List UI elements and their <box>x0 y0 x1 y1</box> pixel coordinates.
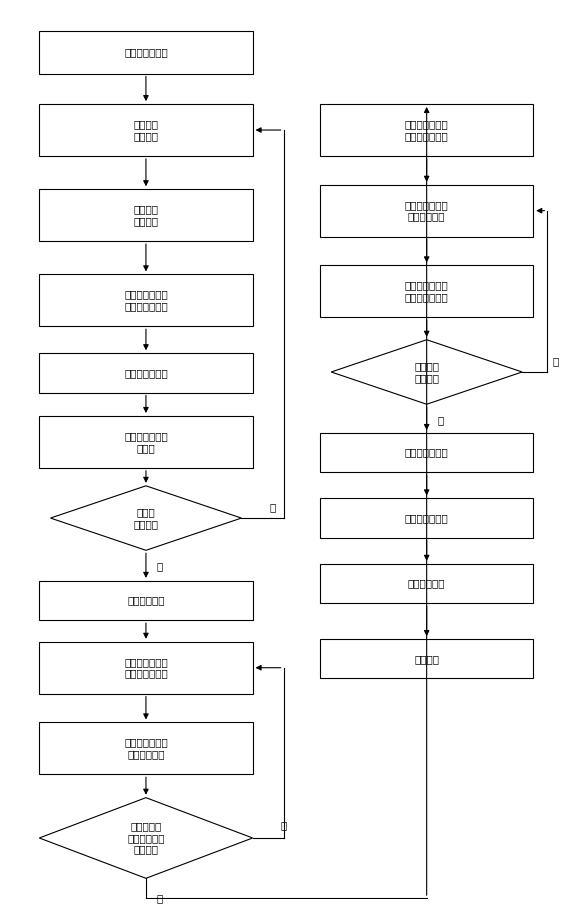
Text: 关闭第二开关阀
打开第三开关阀: 关闭第二开关阀 打开第三开关阀 <box>124 657 168 679</box>
Text: 液压基站
控制单元: 液压基站 控制单元 <box>133 205 158 226</box>
Text: 否: 否 <box>553 356 559 366</box>
Bar <box>39 416 253 467</box>
Polygon shape <box>331 340 522 404</box>
Bar <box>39 581 253 621</box>
Text: 是: 是 <box>438 415 444 426</box>
Bar <box>320 639 534 679</box>
Text: 否: 否 <box>280 821 287 831</box>
Bar <box>320 104 534 156</box>
Bar <box>320 564 534 603</box>
Bar <box>39 189 253 241</box>
Text: 关闭第二开关阀: 关闭第二开关阀 <box>405 513 448 523</box>
Text: 拖动液压马达送
出重型机械臂: 拖动液压马达送 出重型机械臂 <box>124 737 168 759</box>
Bar <box>320 185 534 236</box>
Bar <box>39 722 253 775</box>
Text: 操作结束: 操作结束 <box>414 654 439 664</box>
Text: 拖动液压马达收
回重型机械臂: 拖动液压马达收 回重型机械臂 <box>405 200 448 221</box>
Text: 控制系统初始化: 控制系统初始化 <box>124 47 168 57</box>
Text: 是: 是 <box>157 562 163 572</box>
Text: 关闭第三开关阀
打开第二开关阀: 关闭第三开关阀 打开第二开关阀 <box>405 281 448 302</box>
Text: 关闭液压基站: 关闭液压基站 <box>408 578 446 589</box>
Text: 重型机械臂完成
作业对象的操作: 重型机械臂完成 作业对象的操作 <box>405 120 448 140</box>
Bar <box>39 275 253 326</box>
Text: 双密封门
状态检测: 双密封门 状态检测 <box>133 120 158 140</box>
Text: 否: 否 <box>269 502 276 512</box>
Bar <box>320 498 534 538</box>
Bar <box>39 104 253 156</box>
Text: 是: 是 <box>157 893 163 903</box>
Text: 打开第二开关阀: 打开第二开关阀 <box>124 368 168 378</box>
Text: 打开双密封门: 打开双密封门 <box>127 595 164 605</box>
Text: 维护门
是否解锁: 维护门 是否解锁 <box>133 507 158 529</box>
Text: 向回路供所需流
量和压力液压油: 向回路供所需流 量和压力液压油 <box>124 290 168 311</box>
Bar <box>320 433 534 472</box>
Bar <box>39 353 253 392</box>
Text: 调用双密封门控
制单元: 调用双密封门控 制单元 <box>124 431 168 453</box>
Text: 是否开闭
双密封门: 是否开闭 双密封门 <box>414 361 439 383</box>
Bar <box>39 31 253 73</box>
Bar <box>39 641 253 694</box>
Text: 重型机械臂
是否到达预定
操作位置: 重型机械臂 是否到达预定 操作位置 <box>127 822 164 854</box>
Text: 双向密封门锁紧: 双向密封门锁紧 <box>405 448 448 458</box>
Polygon shape <box>39 797 253 878</box>
Bar <box>320 265 534 317</box>
Polygon shape <box>50 486 242 550</box>
